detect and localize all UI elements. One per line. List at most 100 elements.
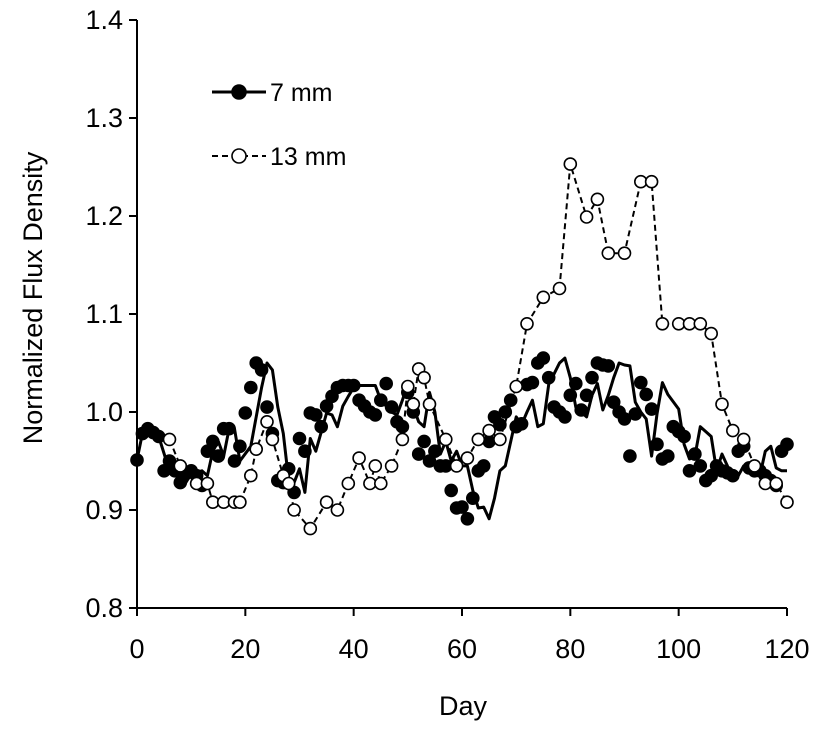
- data-point-13mm: [395, 432, 410, 447]
- y-tick-label: 1.1: [85, 299, 123, 329]
- data-point-7mm: [628, 407, 643, 421]
- data-point-13mm: [655, 316, 670, 331]
- data-point-7mm: [536, 351, 551, 365]
- data-point-13mm: [590, 192, 605, 207]
- data-point-7mm: [579, 388, 594, 403]
- data-point-7mm: [639, 387, 654, 402]
- data-point-7mm: [644, 402, 659, 416]
- data-point-13mm: [265, 432, 280, 447]
- data-point-7mm: [238, 406, 253, 420]
- data-point-7mm: [428, 444, 442, 459]
- data-point-13mm: [715, 397, 729, 412]
- tick-layer: 0.8 0.9 1.0 1.1 1.2 1.3 1.4 0 20 40 60 80 100 120: [85, 5, 809, 664]
- data-point-7mm: [455, 500, 469, 514]
- data-point-7mm: [693, 459, 708, 473]
- series-line-7mm: [135, 356, 787, 521]
- data-point-13mm: [509, 379, 524, 394]
- data-point-7mm: [541, 370, 556, 385]
- data-point-13mm: [736, 432, 751, 447]
- data-point-13mm: [482, 423, 496, 438]
- data-point-7mm: [623, 449, 637, 463]
- y-tick-label: 0.9: [85, 495, 123, 525]
- y-tick-label: 1.2: [85, 201, 123, 231]
- data-point-13mm: [438, 432, 453, 447]
- data-point-7mm: [677, 429, 691, 444]
- data-point-13mm: [173, 459, 188, 473]
- data-point-7mm: [780, 437, 794, 452]
- data-point-13mm: [352, 451, 366, 465]
- legend-marker-7mm: [231, 84, 247, 100]
- data-point-13mm: [704, 326, 719, 341]
- data-point-7mm: [254, 363, 269, 377]
- data-point-7mm: [568, 376, 583, 391]
- data-point-7mm: [368, 408, 383, 422]
- data-point-13mm: [552, 281, 567, 296]
- data-point-13mm: [341, 476, 356, 491]
- data-point-13mm: [319, 495, 334, 510]
- data-point-7mm: [417, 434, 431, 449]
- data-point-13mm: [579, 210, 594, 224]
- data-point-7mm: [314, 419, 329, 434]
- data-point-13mm: [536, 290, 551, 305]
- data-point-7mm: [633, 375, 648, 390]
- data-point-7mm: [379, 376, 394, 391]
- data-point-7mm: [384, 400, 399, 414]
- data-point-7mm: [682, 463, 697, 478]
- data-point-7mm: [292, 431, 307, 446]
- data-point-13mm: [260, 414, 274, 429]
- data-point-13mm: [281, 476, 296, 491]
- data-point-7mm: [460, 511, 475, 526]
- x-tick-label: 0: [129, 634, 144, 664]
- y-axis-title: Normalized Flux Density: [18, 151, 48, 444]
- data-point-13mm: [471, 432, 486, 447]
- y-tick-label: 1.0: [85, 397, 123, 427]
- data-point-13mm: [200, 476, 215, 491]
- y-tick-label: 1.3: [85, 103, 123, 133]
- data-point-13mm: [644, 174, 659, 189]
- data-point-7mm: [233, 439, 247, 454]
- data-point-13mm: [725, 423, 740, 438]
- x-axis-title: Day: [439, 691, 488, 721]
- data-point-13mm: [563, 157, 578, 171]
- data-point-7mm: [725, 468, 740, 483]
- data-point-7mm: [298, 444, 312, 459]
- x-tick-label: 120: [764, 634, 809, 664]
- x-tick-label: 60: [447, 634, 477, 664]
- data-point-13mm: [303, 521, 318, 536]
- data-point-13mm: [422, 397, 437, 412]
- data-point-13mm: [330, 503, 345, 517]
- data-point-7mm: [574, 403, 589, 417]
- data-point-7mm: [601, 359, 616, 373]
- data-point-7mm: [585, 370, 599, 385]
- legend-marker-13mm: [231, 148, 247, 164]
- data-point-7mm: [660, 449, 675, 463]
- data-point-13mm: [693, 316, 708, 331]
- legend-label-7mm: 7 mm: [270, 79, 333, 107]
- x-tick-label: 80: [555, 634, 585, 664]
- data-point-7mm: [465, 491, 480, 506]
- data-point-13mm: [449, 459, 464, 473]
- data-point-7mm: [688, 447, 702, 461]
- data-point-13mm: [417, 370, 431, 385]
- data-point-7mm: [227, 454, 242, 468]
- x-tick-label: 20: [230, 634, 260, 664]
- data-point-13mm: [406, 397, 421, 412]
- data-point-7mm: [503, 393, 518, 408]
- data-point-7mm: [260, 400, 274, 414]
- data-point-13mm: [769, 476, 784, 491]
- data-point-13mm: [162, 432, 177, 447]
- data-point-7mm: [650, 437, 664, 452]
- data-point-13mm: [747, 459, 762, 473]
- data-point-7mm: [211, 449, 226, 463]
- y-tick-label: 0.8: [85, 593, 123, 623]
- data-point-7mm: [411, 447, 426, 461]
- legend-label-13mm: 13 mm: [270, 143, 346, 171]
- data-point-13mm: [233, 495, 247, 510]
- data-point-7mm: [346, 378, 361, 393]
- y-tick-label: 1.4: [85, 5, 123, 35]
- data-point-13mm: [368, 459, 383, 473]
- data-point-13mm: [617, 246, 632, 260]
- data-point-7mm: [308, 408, 323, 422]
- data-point-13mm: [287, 503, 301, 517]
- data-point-13mm: [249, 442, 264, 457]
